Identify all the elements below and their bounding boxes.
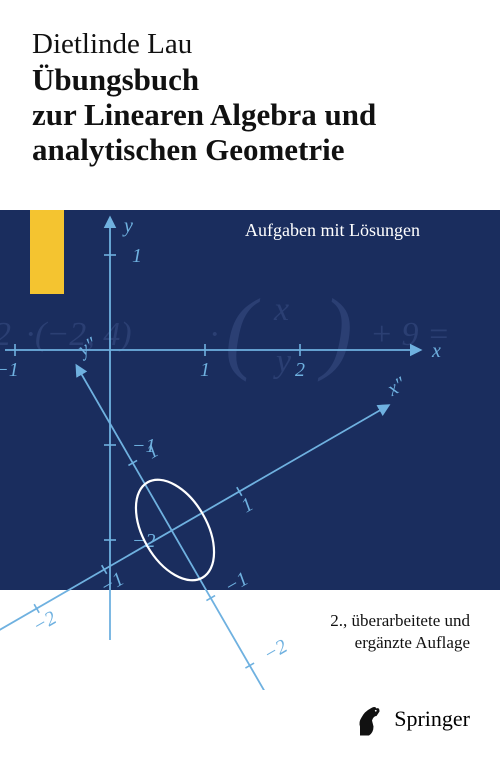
subtitle: Aufgaben mit Lösungen <box>245 220 420 241</box>
title-line-3: analytischen Geometrie <box>32 132 345 167</box>
edition-note: 2., überarbeitete und ergänzte Auflage <box>330 610 470 654</box>
book-cover: Dietlinde Lau Übungsbuch zur Linearen Al… <box>0 0 500 759</box>
edition-line-2: ergänzte Auflage <box>355 633 470 652</box>
springer-horse-icon <box>354 701 384 737</box>
edition-line-1: 2., überarbeitete und <box>330 611 470 630</box>
publisher-name: Springer <box>394 706 470 732</box>
title-line-2: zur Linearen Algebra und <box>32 97 376 132</box>
title-line-1: Übungsbuch <box>32 62 199 97</box>
author-name: Dietlinde Lau <box>32 28 192 61</box>
dark-blue-region <box>0 210 500 590</box>
yellow-accent-bar <box>30 210 64 294</box>
book-title: Übungsbuch zur Linearen Algebra und anal… <box>32 62 376 167</box>
publisher-block: Springer <box>354 701 470 737</box>
